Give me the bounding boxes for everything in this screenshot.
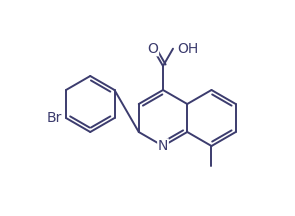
Text: OH: OH	[177, 42, 198, 56]
Text: O: O	[148, 42, 158, 56]
Text: N: N	[158, 139, 168, 153]
Text: Br: Br	[47, 111, 62, 125]
